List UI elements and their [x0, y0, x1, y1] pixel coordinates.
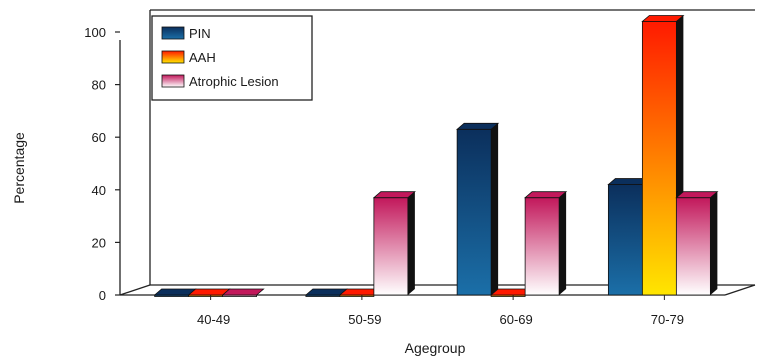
- x-tick-label: 50-59: [348, 312, 381, 327]
- bar-aah-60-69: [490, 288, 534, 297]
- bar-atrophic-lesion-60-69: [524, 191, 568, 296]
- y-tick-label: 0: [99, 288, 106, 303]
- bar-top-face: [221, 288, 265, 296]
- legend-label: PIN: [189, 26, 211, 41]
- bar-atrophic-lesion-50-59: [372, 191, 416, 296]
- bar-side-face: [710, 191, 718, 295]
- y-tick-label: 100: [84, 25, 106, 40]
- legend-label: AAH: [189, 50, 216, 65]
- x-tick-label: 70-79: [651, 312, 684, 327]
- bar-atrophic-lesion-70-79: [675, 191, 719, 296]
- legend-swatch: [161, 26, 185, 40]
- floor-right-edge: [724, 284, 756, 296]
- bar-front-face: [641, 21, 677, 296]
- bar-front-face: [607, 184, 643, 296]
- bar-side-face: [559, 191, 567, 295]
- y-axis-ticks: 0 20 40 60 80 100: [84, 25, 120, 303]
- x-tick-label: 40-49: [197, 312, 230, 327]
- y-tick-label: 20: [92, 235, 106, 250]
- x-tick-label: 60-69: [500, 312, 533, 327]
- bar-front-face: [373, 197, 409, 296]
- y-tick-label: 60: [92, 130, 106, 145]
- bar-top-face: [641, 15, 685, 22]
- bar-atrophic-lesion-40-49: [221, 288, 265, 297]
- bar-pin-60-69: [456, 122, 500, 296]
- bar-side-face: [407, 191, 415, 295]
- bar-front-face: [524, 197, 560, 296]
- legend-label: Atrophic Lesion: [189, 74, 279, 89]
- bar-top-face: [524, 191, 568, 199]
- bar-aah-50-59: [338, 288, 382, 297]
- bar-front-face: [675, 197, 711, 296]
- legend: PIN AAH Atrophic Lesion: [151, 15, 313, 101]
- y-axis-title: Percentage: [11, 132, 27, 204]
- bar-pin-50-59: [304, 288, 348, 297]
- x-axis-title: Agegroup: [405, 340, 466, 356]
- bars: [153, 15, 719, 297]
- y-tick-label: 40: [92, 183, 106, 198]
- legend-swatch: [161, 74, 185, 88]
- bar-top-face: [675, 191, 719, 199]
- floor-left-edge: [119, 284, 151, 296]
- bar-side-face: [491, 123, 499, 295]
- legend-swatch: [161, 50, 185, 64]
- y-tick-label: 80: [92, 78, 106, 93]
- bar-top-face: [456, 122, 500, 130]
- bar-front-face: [456, 128, 492, 296]
- bar-top-face: [372, 191, 416, 199]
- x-axis-ticks: 40-49 50-59 60-69 70-79: [197, 295, 684, 327]
